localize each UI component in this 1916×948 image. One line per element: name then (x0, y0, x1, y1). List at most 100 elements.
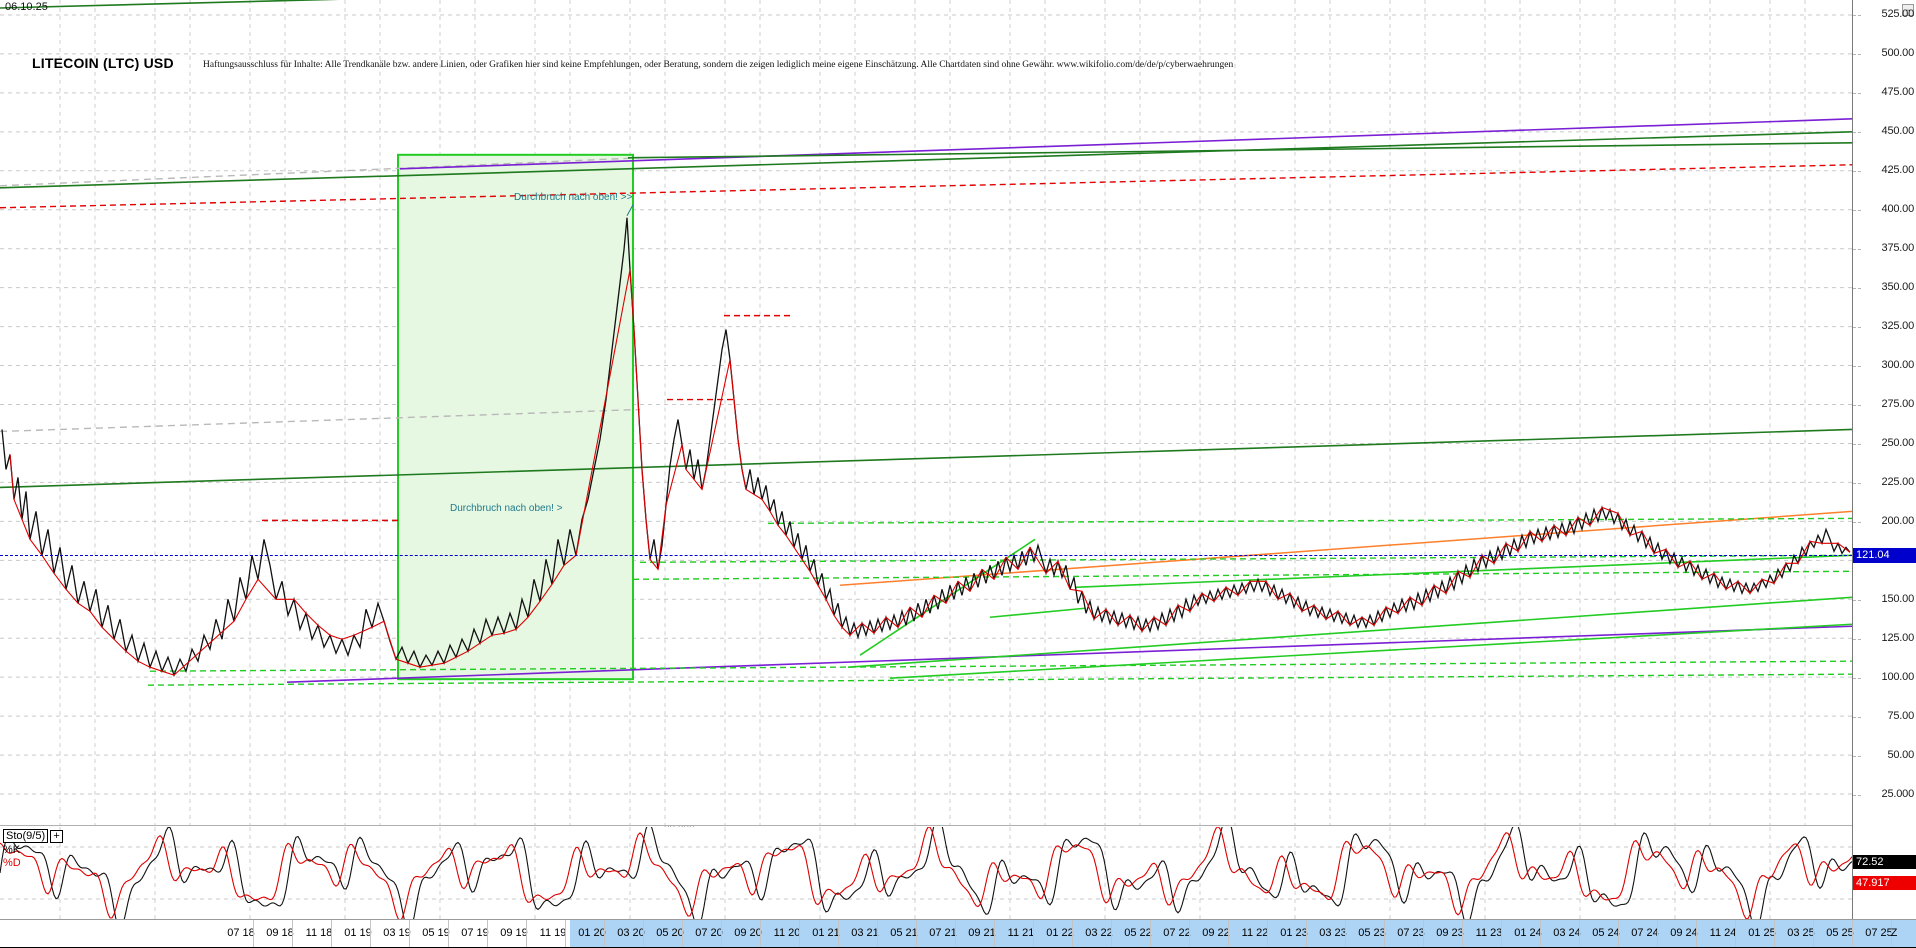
date-tick-09-18: 09 18 (266, 927, 294, 939)
date-tick-05-19: 05 19 (422, 927, 450, 939)
collapse-icon[interactable]: − (1902, 4, 1914, 16)
date-tick-separator (681, 920, 683, 947)
date-tick-separator (1851, 920, 1853, 947)
price-tick-dash (1853, 639, 1861, 640)
annotation-breakout-1: Durchbruch nach oben! >> (514, 192, 633, 203)
price-tick-250-00: 250.00 (1881, 437, 1915, 449)
date-tick-separator (486, 920, 488, 947)
price-tick-dash (1853, 249, 1861, 250)
price-tick-dash (1853, 327, 1861, 328)
date-tick-05-20: 05 20 (656, 927, 684, 939)
price-tick-50-00: 50.00 (1887, 749, 1914, 761)
horizontal-gridlines (0, 14, 1852, 795)
page-title: LITECOIN (LTC) USD (32, 55, 174, 71)
date-axis[interactable]: 07 18 09 18 11 18 01 19 03 19 05 19 07 19 09 19… (0, 919, 1916, 948)
date-tick-separator (642, 920, 644, 947)
date-tick-09-24: 09 24 (1670, 927, 1698, 939)
date-tick-03-19: 03 19 (383, 927, 411, 939)
price-tick-350-00: 350.00 (1881, 281, 1915, 293)
date-tick-03-21: 03 21 (851, 927, 879, 939)
date-tick-01-25: 01 25 (1748, 927, 1776, 939)
price-tick-500-00: 500.00 (1881, 47, 1915, 59)
date-tick-separator (720, 920, 722, 947)
vertical-gridlines (59, 0, 1806, 825)
date-tick-separator (408, 920, 410, 947)
current-price-line (0, 555, 1852, 556)
date-tick-07-24: 07 24 (1631, 927, 1659, 939)
date-tick-separator (1734, 920, 1736, 947)
breakout-highlight-box (397, 153, 634, 681)
price-tick-25-000: 25.000 (1881, 788, 1915, 800)
date-tick-separator (1305, 920, 1307, 947)
date-tick-separator (1695, 920, 1697, 947)
date-tick-05-23: 05 23 (1358, 927, 1386, 939)
date-tick-separator (1383, 920, 1385, 947)
date-tick-05-25: 05 25 (1826, 927, 1854, 939)
date-tick-separator (447, 920, 449, 947)
sto-d-label: %D (3, 857, 21, 869)
price-tick-dash (1853, 678, 1861, 679)
date-tick-11-22: 11 22 (1241, 927, 1269, 939)
date-tick-11-19: 11 19 (539, 927, 567, 939)
stochastic-legend[interactable]: Sto(9/5) + (3, 829, 64, 843)
price-tick-dash (1853, 210, 1861, 211)
date-tick-separator (1539, 920, 1541, 947)
date-tick-separator (252, 920, 254, 947)
date-tick-07-19: 07 19 (461, 927, 489, 939)
price-chart-panel[interactable]: Durchbruch nach oben! >> Durchbruch nach… (0, 0, 1852, 826)
date-tick-separator (915, 920, 917, 947)
date-tick-11-21: 11 21 (1007, 927, 1035, 939)
price-tick-dash (1853, 15, 1861, 16)
expand-indicator-icon[interactable]: + (50, 829, 64, 843)
date-tick-07-23: 07 23 (1397, 927, 1425, 939)
date-tick-separator (798, 920, 800, 947)
green-lower-trend-channel (847, 538, 1852, 679)
price-tick-dash (1853, 54, 1861, 55)
price-tick-dash (1853, 600, 1861, 601)
date-tick-11-24: 11 24 (1709, 927, 1737, 939)
date-tick-separator (1890, 920, 1892, 947)
price-tick-275-00: 275.00 (1881, 398, 1915, 410)
price-tick-dash (1853, 132, 1861, 133)
price-tick-125-00: 125.00 (1881, 632, 1915, 644)
green-upper-trend-channel (0, 0, 1852, 489)
sto-d-line (0, 827, 1852, 919)
date-tick-separator (1110, 920, 1112, 947)
price-tick-475-00: 475.00 (1881, 86, 1915, 98)
price-tick-325-00: 325.00 (1881, 320, 1915, 332)
stochastic-indicator-panel[interactable]: Sto(9/5) + %K %D (0, 827, 1852, 919)
date-tick-03-24: 03 24 (1553, 927, 1581, 939)
price-tick-400-00: 400.00 (1881, 203, 1915, 215)
price-tick-100-00: 100.00 (1881, 671, 1915, 683)
date-tick-09-23: 09 23 (1436, 927, 1464, 939)
date-tick-07-18: 07 18 (227, 927, 255, 939)
date-tick-separator (876, 920, 878, 947)
date-tick-separator (1188, 920, 1190, 947)
date-tick-03-23: 03 23 (1319, 927, 1347, 939)
sto-d-value-badge: 47.917 (1853, 876, 1916, 890)
sto-k-line (0, 827, 1852, 919)
date-tick-07-21: 07 21 (929, 927, 957, 939)
date-tick-03-22: 03 22 (1085, 927, 1113, 939)
date-tick-11-18: 11 18 (305, 927, 333, 939)
price-tick-dash (1853, 93, 1861, 94)
date-tick-separator (1032, 920, 1034, 947)
price-tick-dash (1853, 756, 1861, 757)
date-tick-separator (291, 920, 293, 947)
date-tick-01-23: 01 23 (1280, 927, 1308, 939)
date-tick-09-22: 09 22 (1202, 927, 1230, 939)
date-tick-separator (1812, 920, 1814, 947)
price-tick-dash (1853, 483, 1861, 484)
price-tick-300-00: 300.00 (1881, 359, 1915, 371)
date-tick-separator (1461, 920, 1463, 947)
price-tick-375-00: 375.00 (1881, 242, 1915, 254)
green-dashed-support-lines (147, 517, 1852, 686)
price-tick-525-00: 525.00 (1881, 8, 1915, 20)
price-tick-dash (1853, 444, 1861, 445)
price-axis[interactable]: − 525.00 500.00 475.00 450.00 425.00 400.00 37… (1852, 0, 1916, 919)
date-tick-separator (759, 920, 761, 947)
date-tick-11-20: 11 20 (773, 927, 801, 939)
date-tick-07-25: 07 25 (1865, 927, 1893, 939)
date-tick-05-22: 05 22 (1124, 927, 1152, 939)
